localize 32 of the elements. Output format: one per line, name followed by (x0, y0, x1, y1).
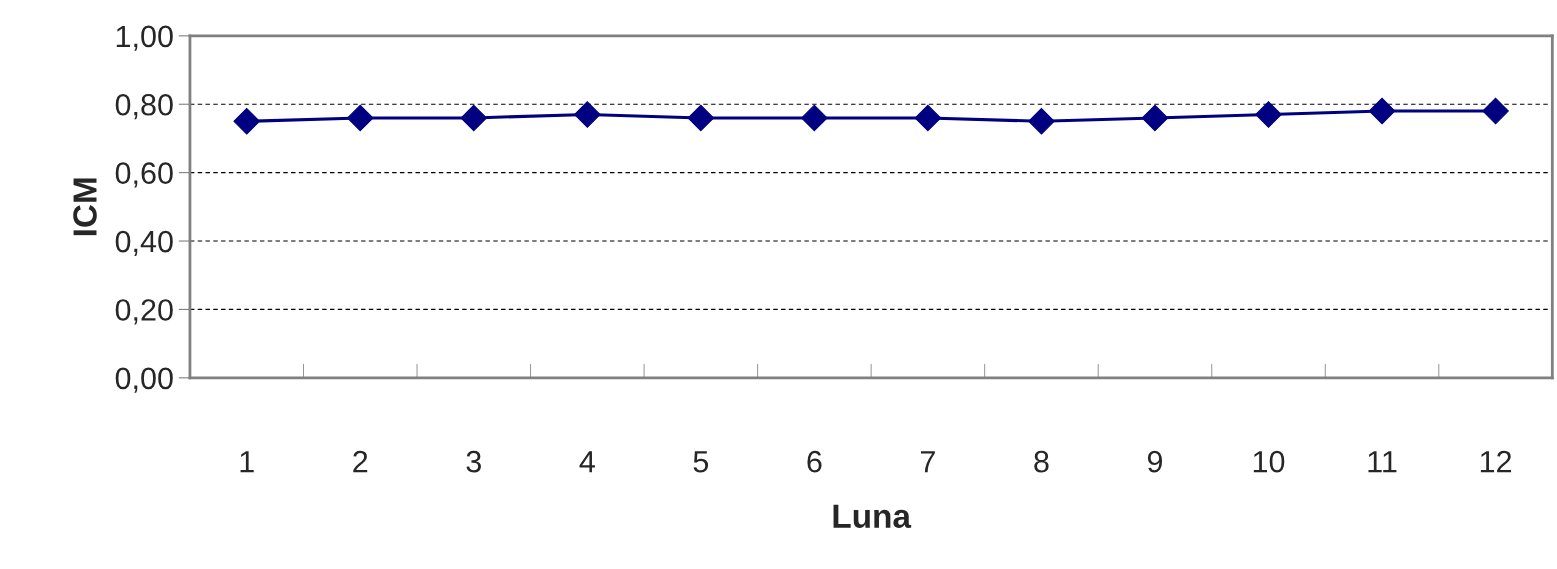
y-tick-label: 0,00 (115, 367, 173, 393)
x-tick-label: 11 (1368, 451, 1397, 473)
point (574, 101, 601, 128)
x-tick-label: 3 (466, 450, 481, 473)
y-tick-label: 0,20 (115, 299, 173, 325)
point (801, 104, 828, 132)
x-tick-label: 12 (1480, 450, 1512, 473)
x-tick-label: 5 (693, 451, 709, 473)
x-tick-label: 2 (353, 450, 368, 473)
point (914, 104, 942, 132)
y-axis-title: ICM (73, 178, 97, 236)
y-tick-label: 1,00 (116, 25, 173, 51)
x-axis-title: Luna (833, 504, 912, 529)
x-tick-label: 8 (1034, 450, 1049, 473)
point (1482, 97, 1509, 125)
point (1028, 108, 1055, 135)
x-tick-label: 6 (807, 450, 822, 473)
y-tick-label: 0,60 (115, 162, 173, 188)
point (1368, 97, 1396, 125)
y-tick-label: 0,80 (115, 93, 173, 120)
point (346, 104, 374, 132)
point (1141, 104, 1169, 132)
x-tick-label: 10 (1253, 450, 1285, 473)
point (233, 108, 261, 135)
point (687, 104, 715, 132)
y-tick-label: 0,40 (115, 230, 173, 257)
x-tick-label: 7 (920, 451, 935, 473)
x-tick-label: 4 (579, 451, 595, 473)
x-tick-label: 1 (240, 451, 254, 473)
point (460, 104, 488, 132)
point (1255, 101, 1282, 128)
x-tick-label: 9 (1147, 450, 1163, 473)
